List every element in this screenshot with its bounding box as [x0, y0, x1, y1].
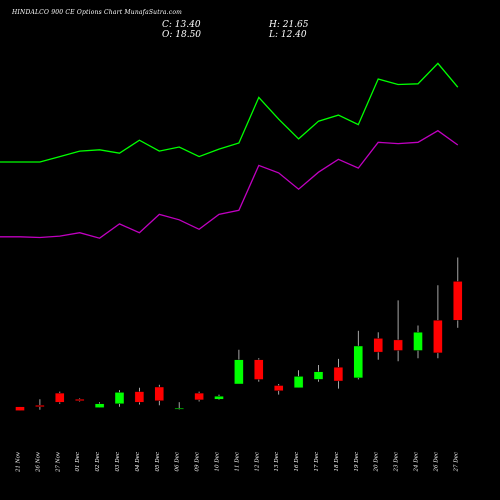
candle	[373, 332, 383, 360]
candle	[413, 325, 423, 359]
candle	[393, 300, 403, 362]
candle-body	[214, 396, 224, 400]
x-tick-label: 04 Dec	[135, 452, 141, 472]
x-tick-label: 09 Dec	[195, 452, 201, 472]
candle	[433, 285, 443, 359]
x-tick-label: 16 Dec	[294, 452, 300, 472]
x-tick-label: 19 Dec	[354, 452, 360, 472]
x-tick-label: 18 Dec	[334, 452, 340, 472]
candle	[154, 384, 165, 406]
open-value: O: 18.50	[162, 30, 202, 40]
candle-body	[15, 406, 25, 411]
candle-body	[35, 405, 45, 407]
candle	[15, 406, 25, 411]
candle	[333, 358, 344, 389]
candles	[15, 257, 463, 411]
candle	[313, 365, 324, 382]
candle	[254, 358, 264, 382]
candle	[453, 257, 463, 328]
x-tick-label: 17 Dec	[314, 452, 320, 472]
x-axis-tick-labels: 21 Nov 26 Nov 27 Nov 01 Dec 02 Dec 03 Dec 04 D…	[16, 451, 460, 473]
candle	[353, 330, 363, 380]
x-tick-label: 26 Dec	[433, 452, 439, 473]
x-tick-label: 26 Nov	[35, 451, 41, 473]
candle-body	[154, 386, 165, 401]
lower-band-line	[0, 129, 459, 239]
candle	[114, 390, 125, 407]
candle	[194, 391, 204, 402]
high-value: H: 21.65	[269, 20, 309, 30]
x-tick-label: 21 Nov	[16, 451, 22, 473]
candle	[174, 402, 184, 410]
close-value: C: 13.40	[162, 20, 201, 30]
candle-body	[393, 339, 403, 351]
candle-body	[94, 403, 105, 408]
indicator-lines	[0, 62, 459, 239]
candle-body	[254, 359, 264, 380]
candle-body	[433, 320, 443, 354]
x-tick-label: 13 Dec	[274, 452, 280, 472]
x-tick-label: 10 Dec	[215, 452, 221, 472]
candle	[234, 349, 244, 385]
candle-body	[293, 376, 304, 388]
candle	[35, 399, 45, 410]
candle-body	[453, 281, 463, 321]
candle	[74, 398, 85, 402]
candle	[55, 391, 65, 404]
candle-body	[74, 399, 85, 401]
x-tick-label: 20 Dec	[374, 452, 380, 473]
candle-body	[373, 338, 383, 353]
chart-title: HINDALCO 900 CE Options Chart MunafaSutr…	[12, 9, 183, 16]
candle-body	[234, 359, 244, 385]
x-tick-label: 03 Dec	[115, 452, 121, 472]
candle-body	[114, 392, 125, 404]
x-tick-label: 27 Nov	[55, 451, 61, 473]
x-tick-label: 27 Dec	[453, 452, 459, 473]
candle-body	[194, 392, 204, 401]
upper-band-line	[0, 62, 459, 163]
candle	[94, 402, 105, 408]
low-value: L: 12.40	[269, 30, 307, 40]
candle	[274, 384, 284, 395]
x-tick-label: 01 Dec	[75, 452, 81, 472]
x-tick-label: 02 Dec	[95, 452, 101, 472]
x-tick-label: 23 Dec	[394, 452, 400, 473]
candle-body	[274, 385, 284, 392]
candle	[214, 394, 224, 400]
candle-body	[313, 371, 324, 380]
candle-body	[353, 345, 363, 379]
x-tick-label: 06 Dec	[175, 452, 181, 472]
candle-body	[174, 408, 184, 410]
candle	[293, 370, 304, 388]
x-tick-label: 24 Dec	[414, 452, 420, 473]
candle-body	[55, 392, 65, 403]
candle-body	[134, 391, 145, 403]
x-tick-label: 05 Dec	[155, 452, 161, 472]
x-tick-label: 12 Dec	[254, 452, 260, 472]
candle-body	[413, 332, 423, 351]
candle-body	[333, 367, 344, 382]
x-tick-label: 11 Dec	[234, 452, 240, 472]
candle	[134, 387, 145, 405]
